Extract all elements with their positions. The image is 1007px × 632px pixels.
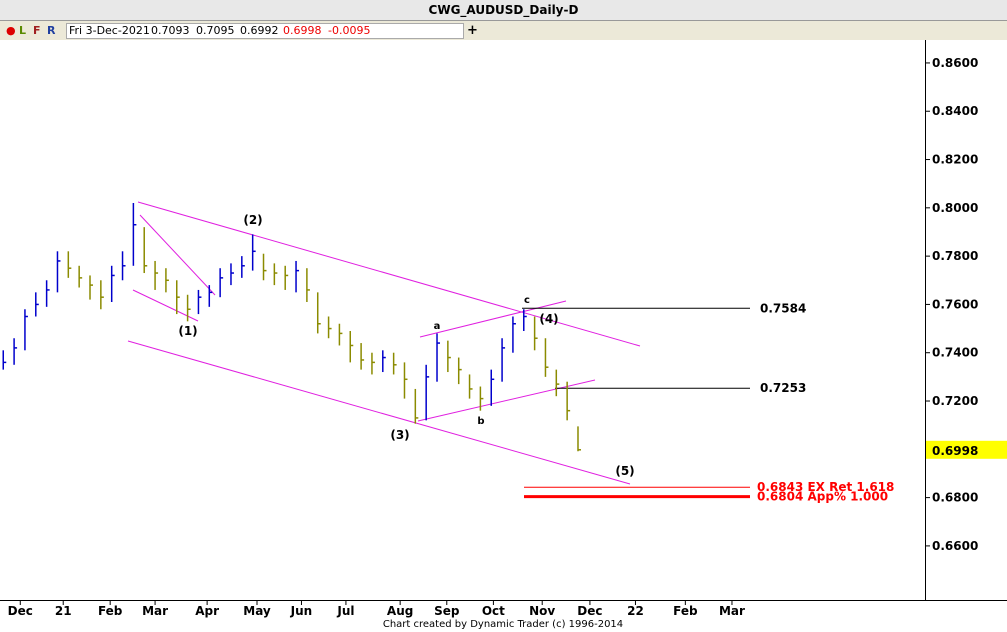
channel-lines: [127, 201, 641, 485]
level-label: 0.6804 App% 1.000: [757, 490, 888, 504]
level-label: 0.6843 EX Ret 1.618: [757, 480, 894, 494]
last-price-label: 0.6998: [932, 444, 978, 458]
wave-label: (5): [615, 464, 634, 478]
y-tick-label: 0.8400: [932, 104, 978, 118]
wave-label: (4): [539, 312, 558, 326]
quote-open: 0.7093: [151, 24, 190, 37]
y-tick-label: 0.7600: [932, 297, 978, 311]
x-tick-label: Apr: [195, 604, 219, 618]
x-tick-label: Jul: [336, 604, 354, 618]
quote-high: 0.7095: [196, 24, 235, 37]
wave-label: b: [477, 416, 484, 427]
y-tick-label: 0.6800: [932, 491, 978, 505]
abc-upper: [419, 300, 567, 338]
dot: ●: [6, 24, 16, 37]
plot-area: [0, 40, 925, 600]
channel-upper: [137, 201, 641, 347]
toolbar-button[interactable]: R: [47, 24, 56, 37]
wave-label: (1): [178, 324, 197, 338]
x-tick-label: Nov: [529, 604, 555, 618]
quote-change: -0.0095: [328, 24, 371, 37]
toolbar: ● L F R Fri 3-Dec-2021 0.7093 0.7095 0.6…: [0, 21, 1007, 40]
y-tick-label: 0.8200: [932, 153, 978, 167]
y-tick-label: 0.7400: [932, 346, 978, 360]
toolbar-button[interactable]: L: [19, 24, 27, 37]
x-tick-label: Feb: [673, 604, 698, 618]
x-tick-label: Mar: [719, 604, 745, 618]
channel-lower: [127, 340, 631, 485]
level-label: 0.7584: [760, 301, 806, 315]
wedge-upper: [139, 214, 216, 296]
window-title: CWG_AUDUSD_Daily-D: [0, 0, 1007, 21]
x-tick-label: May: [243, 604, 271, 618]
x-tick-label: 22: [627, 604, 644, 618]
level-label: 0.7253: [760, 381, 806, 395]
footer: Chart created by Dynamic Trader (c) 1996…: [383, 619, 623, 630]
x-tick-label: 21: [55, 604, 72, 618]
wave-label: c: [524, 295, 530, 306]
quote-low: 0.6992: [240, 24, 279, 37]
x-tick-label: Oct: [482, 604, 505, 618]
x-tick-label: Mar: [142, 604, 168, 618]
last-price-box: [926, 440, 1007, 459]
abc-lower: [417, 379, 596, 422]
x-tick-label: Jun: [290, 604, 313, 618]
wave-label: (2): [243, 213, 262, 227]
x-tick-label: Sep: [434, 604, 460, 618]
quote-field: [66, 23, 464, 39]
wave-label: (3): [390, 428, 409, 442]
y-tick-label: 0.7200: [932, 394, 978, 408]
y-tick-label: 0.8600: [932, 56, 978, 70]
quote-close: 0.6998: [283, 24, 322, 37]
wave-label: a: [434, 321, 441, 332]
x-tick-label: Aug: [387, 604, 413, 618]
x-tick-label: Feb: [98, 604, 123, 618]
y-tick-label: 0.8000: [932, 201, 978, 215]
x-tick-label: Dec: [8, 604, 33, 618]
chart: (1) (2) (3) (4) (5) a b c Chart created …: [0, 40, 1007, 630]
quote-date: Fri 3-Dec-2021: [69, 24, 150, 37]
x-tick-label: Dec: [577, 604, 602, 618]
wave-labels: (1) (2) (3) (4) (5) a b c: [178, 213, 634, 478]
toolbar-button[interactable]: F: [33, 24, 41, 37]
y-tick-label: 0.7800: [932, 249, 978, 263]
y-tick-label: 0.6600: [932, 539, 978, 553]
add-button[interactable]: +: [467, 23, 478, 38]
